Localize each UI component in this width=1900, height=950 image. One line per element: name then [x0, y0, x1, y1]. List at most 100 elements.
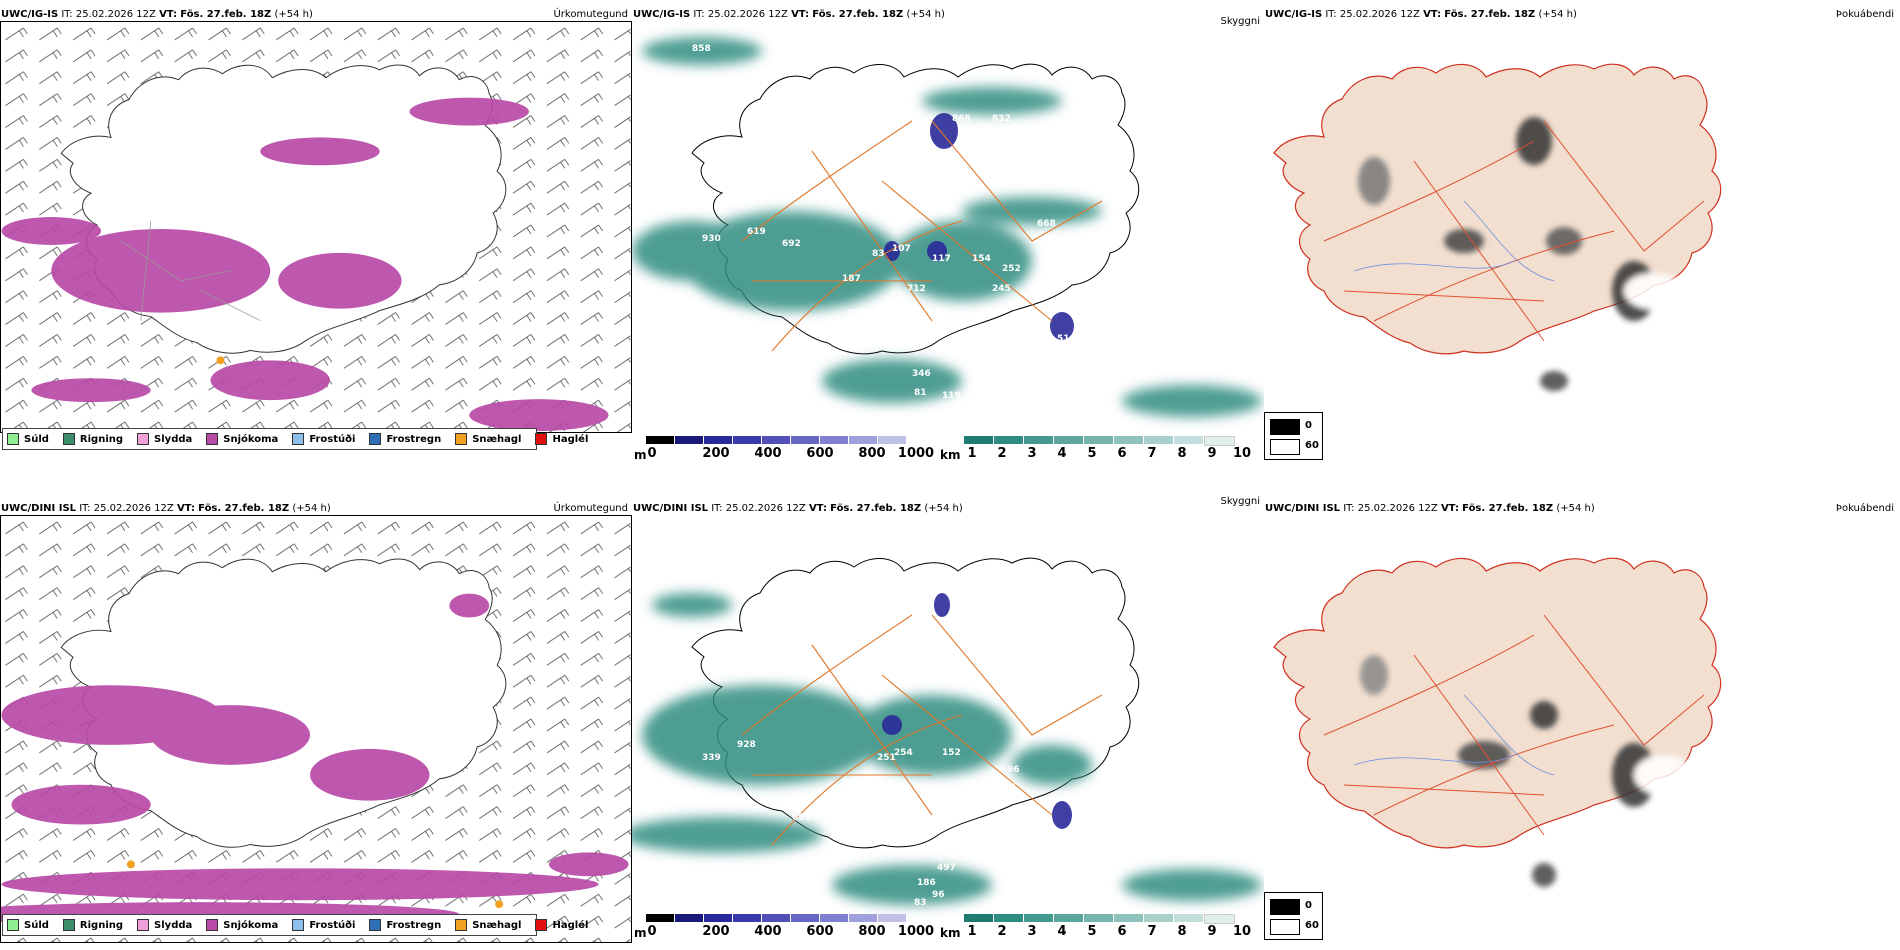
cloud-base-label: 59 [1057, 830, 1070, 840]
legend-item: Snæhagl [455, 919, 521, 931]
fog-swatch-0 [1270, 419, 1300, 435]
legend-swatch [369, 433, 382, 445]
cloud-base-label: 96 [932, 890, 945, 900]
cloud-base-label: 346 [912, 369, 931, 379]
legend-item: Snæhagl [455, 433, 521, 445]
fog-swatch-0 [1270, 899, 1300, 915]
cloud-scale-unit: m [634, 448, 647, 462]
fog-legend-row2: 0 60 [1264, 892, 1323, 940]
legend-item: Frostúði [292, 433, 355, 445]
fog-value-60: 60 [1305, 440, 1319, 451]
fog-value-0: 0 [1305, 900, 1312, 911]
cloud-base-label: 83 [872, 249, 885, 259]
cloud-base-label: 339 [702, 753, 721, 763]
cloud-base-label: 119 [942, 391, 961, 401]
cloud-base-label: 254 [894, 748, 913, 758]
legend-swatch [455, 433, 468, 445]
cloud-base-label: 866 [952, 114, 971, 124]
cloud-base-label: 809 [917, 785, 936, 795]
cloud-base-label: 712 [907, 284, 926, 294]
panel-header: UWC/IG-IS IT: 25.02.2026 12Z VT: Fös. 27… [1265, 9, 1577, 20]
legend-swatch [62, 433, 75, 445]
vis-scale-bar [964, 914, 1235, 924]
legend-item: Haglél [535, 433, 588, 445]
cloud-base-colorbar: m 0 200 400 600 800 1000 [634, 434, 934, 464]
legend-item: Slydda [137, 919, 192, 931]
legend-swatch [455, 919, 468, 931]
cloud-base-label: 928 [737, 740, 756, 750]
vis-scale-bar [964, 436, 1235, 446]
fog-panel-row1: UWC/IG-IS IT: 25.02.2026 12Z VT: Fös. 27… [1264, 0, 1900, 470]
fog-legend-row1: 0 60 [1264, 412, 1323, 460]
cloud-base-label: 107 [892, 244, 911, 254]
cloud-base-label: 312 [892, 783, 911, 793]
cloud-scale-ticks: 0 200 400 600 800 1000 [647, 924, 935, 939]
panel-header: UWC/IG-IS IT: 25.02.2026 12Z VT: Fös. 27… [1, 9, 313, 20]
panel-title: Úrkomutegund [553, 503, 628, 514]
cloud-base-label: 165 [997, 783, 1016, 793]
visibility-panel-row1: UWC/IG-IS IT: 25.02.2026 12Z VT: Fös. 27… [632, 0, 1264, 470]
legend-item: Snjókoma [206, 919, 278, 931]
visibility-panel-row2: UWC/DINI ISL IT: 25.02.2026 12Z VT: Fös.… [632, 478, 1264, 948]
legend-swatch [137, 919, 150, 931]
cloud-base-label: 354 [862, 775, 881, 785]
legend-item: Rigning [62, 919, 123, 931]
cloud-scale-unit: m [634, 926, 647, 940]
cloud-base-label: 184 [842, 793, 861, 803]
panel-title: Skyggni [1220, 16, 1260, 27]
cloud-base-label: 154 [972, 254, 991, 264]
panel-title: Skyggni [1220, 496, 1260, 507]
precip-type-map [0, 21, 632, 433]
fog-value-0: 0 [1305, 420, 1312, 431]
vis-scale-unit: km [940, 448, 961, 462]
cloud-base-label: 252 [1002, 264, 1021, 274]
legend-swatch [206, 433, 219, 445]
legend-item: Rigning [62, 433, 123, 445]
cloud-base-label: 695 [792, 813, 811, 823]
legend-swatch [535, 919, 548, 931]
legend-swatch [7, 433, 19, 445]
precip-panel-row1: UWC/IG-IS IT: 25.02.2026 12Z VT: Fös. 27… [0, 0, 632, 470]
cloud-scale-bar [646, 436, 907, 444]
legend-item: Frostregn [369, 433, 441, 445]
precip-type-map [0, 515, 632, 943]
cloud-base-label: 51 [1057, 334, 1070, 344]
cloud-base-label: 251 [877, 753, 896, 763]
legend-item: Súld [7, 919, 49, 931]
panel-header: UWC/IG-IS IT: 25.02.2026 12Z VT: Fös. 27… [633, 9, 945, 20]
cloud-scale-ticks: 0 200 400 600 800 1000 [647, 446, 935, 461]
legend-swatch [292, 919, 305, 931]
fog-swatch-60 [1270, 439, 1300, 455]
legend-swatch [292, 433, 305, 445]
cloud-base-label: 81 [914, 388, 927, 398]
fog-indicator-map [1273, 557, 1722, 887]
precip-legend: Súld Rigning Slydda Snjókoma Frostúði Fr… [2, 914, 588, 936]
cloud-base-label: 152 [942, 748, 961, 758]
precip-legend: Súld Rigning Slydda Snjókoma Frostúði Fr… [2, 428, 588, 450]
panel-title: Úrkomutegund [553, 9, 628, 20]
legend-item: Súld [7, 433, 49, 445]
legend-item: Slydda [137, 433, 192, 445]
legend-swatch [535, 433, 548, 445]
cloud-base-label: 619 [747, 227, 766, 237]
cloud-base-label: 186 [917, 878, 936, 888]
cloud-base-label: 206 [842, 778, 861, 788]
panel-header: UWC/DINI ISL IT: 25.02.2026 12Z VT: Fös.… [1265, 503, 1595, 514]
cloud-base-label: 858 [692, 44, 711, 54]
cloud-base-label: 737 [847, 309, 866, 319]
legend-swatch [62, 919, 75, 931]
cloud-scale-bar [646, 914, 907, 922]
cloud-base-label: 245 [992, 284, 1011, 294]
visibility-map: 858 930 619 692 187 83 107 117 154 252 245 712 737 86… [632, 37, 1262, 417]
vis-scale-ticks: 1 2 3 4 5 6 7 8 9 10 [967, 924, 1252, 939]
fog-swatch-60 [1270, 919, 1300, 935]
cloud-base-label: 832 [992, 114, 1011, 124]
panel-header: UWC/DINI ISL IT: 25.02.2026 12Z VT: Fös.… [633, 503, 963, 514]
legend-item: Haglél [535, 919, 588, 931]
legend-item: Snjókoma [206, 433, 278, 445]
cloud-base-label: 187 [842, 274, 861, 284]
legend-swatch [206, 919, 219, 931]
cloud-base-label: 668 [1037, 219, 1056, 229]
visibility-colorbar: km 1 2 3 4 5 6 7 8 9 10 [940, 434, 1262, 464]
